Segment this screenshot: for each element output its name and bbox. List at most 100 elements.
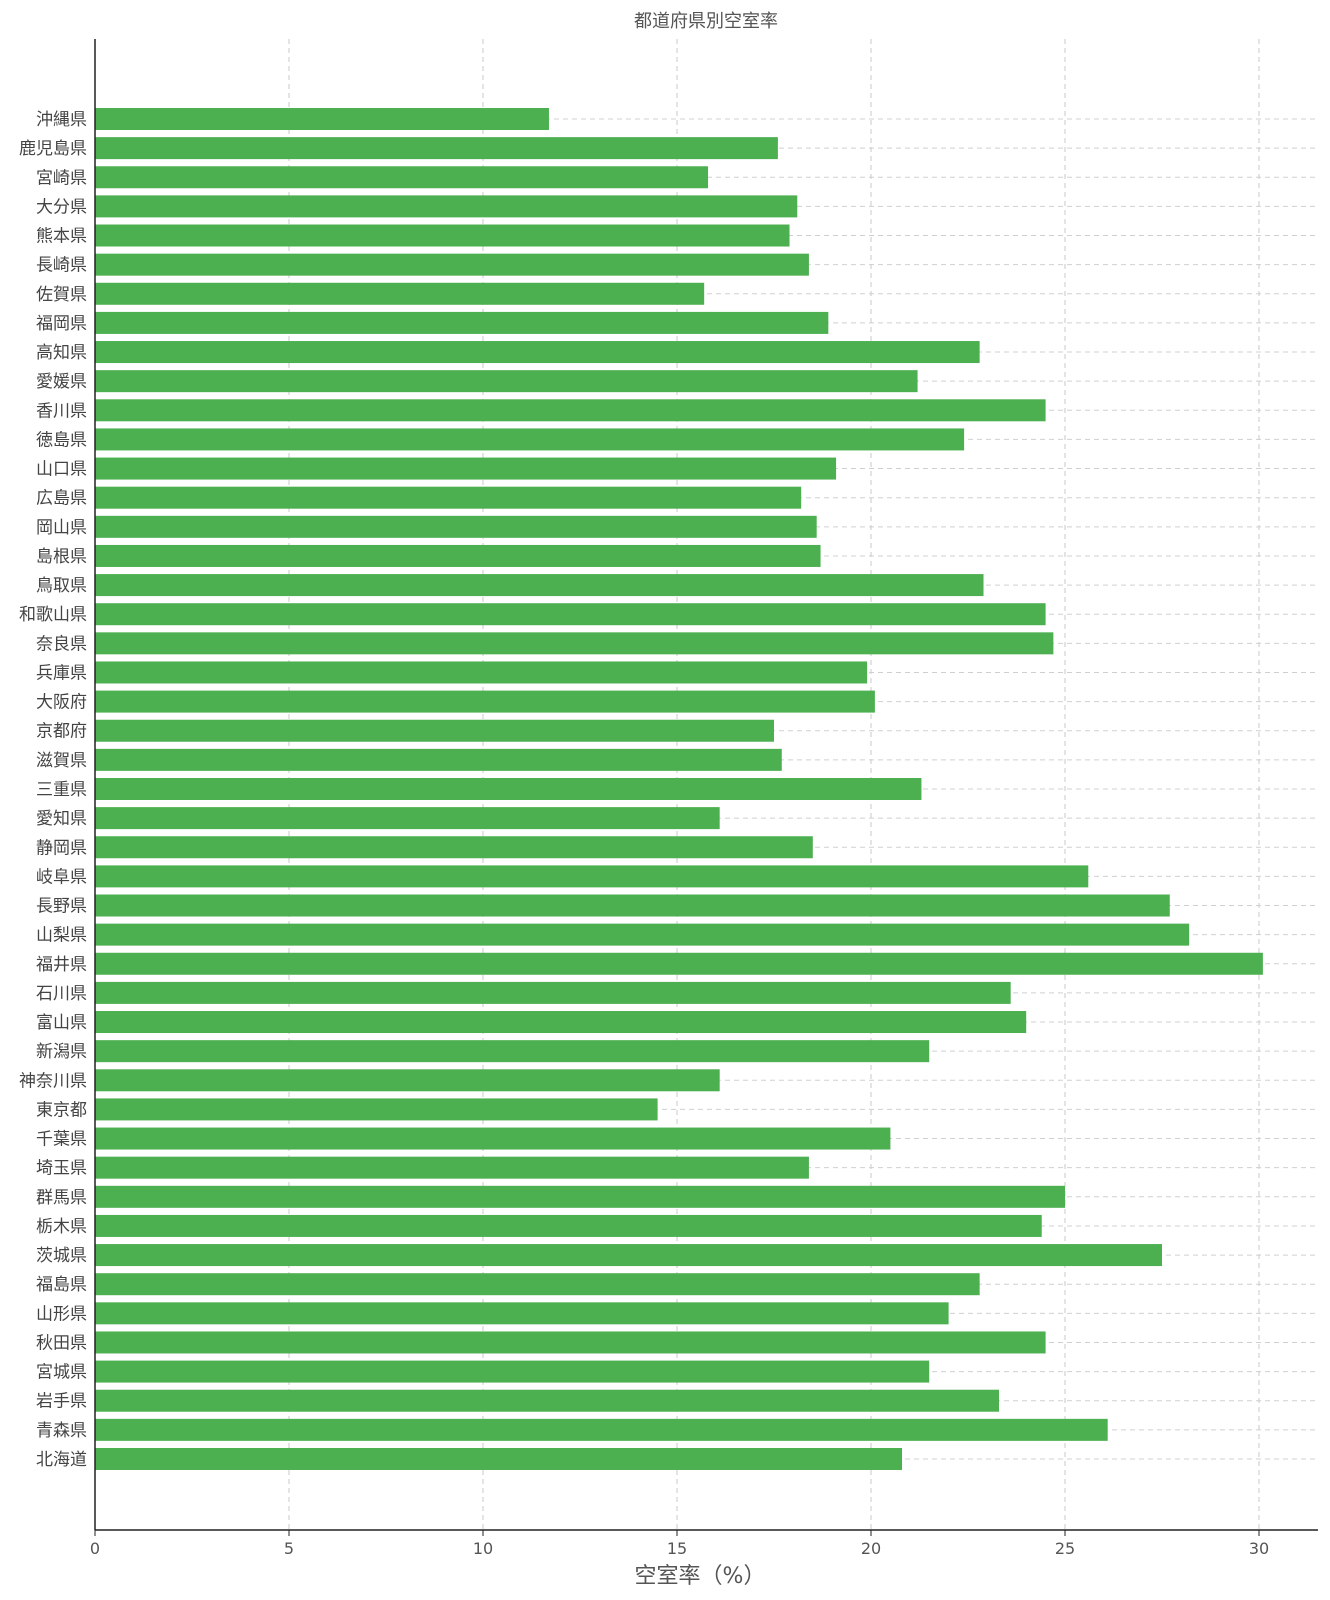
y-tick-label: 山梨県 (36, 926, 87, 946)
bar (95, 253, 809, 276)
y-tick-label: 福井県 (36, 955, 87, 975)
bar (95, 632, 1054, 655)
bar (95, 748, 782, 771)
bar (95, 486, 802, 509)
y-tick-label: 神奈川県 (19, 1071, 87, 1091)
x-tick-label: 30 (1249, 1539, 1269, 1558)
bar (95, 166, 709, 189)
y-tick-label: 栃木県 (36, 1217, 87, 1237)
bar (95, 515, 817, 538)
bar (95, 311, 829, 334)
bar (95, 894, 1170, 917)
x-axis-label: 空室率（%） (635, 1564, 766, 1589)
y-tick-label: 埼玉県 (36, 1159, 87, 1179)
y-tick-label: 山口県 (36, 460, 87, 480)
x-tick-label: 25 (1055, 1539, 1075, 1558)
x-axis-ticks: 0 5 10 15 20 25 30 (90, 1530, 1269, 1558)
y-tick-label: 岩手県 (36, 1392, 87, 1412)
bar (95, 399, 1046, 422)
y-tick-label: 三重県 (36, 780, 87, 800)
y-tick-label: 広島県 (36, 489, 87, 509)
bar (95, 1418, 1108, 1441)
y-tick-label: 群馬県 (36, 1188, 87, 1208)
bar (95, 952, 1263, 975)
bar (95, 1447, 903, 1470)
x-tick-label: 20 (861, 1539, 881, 1558)
y-tick-label: 鳥取県 (36, 576, 87, 596)
y-tick-label: 愛媛県 (36, 372, 87, 392)
y-tick-label: 青森県 (36, 1421, 87, 1441)
bar (95, 574, 984, 597)
y-tick-label: 島根県 (36, 547, 87, 567)
bar (95, 137, 778, 160)
y-tick-label: 茨城県 (36, 1246, 87, 1266)
bar (95, 1273, 980, 1296)
y-tick-label: 東京都 (36, 1100, 87, 1120)
y-tick-label: 香川県 (36, 401, 87, 421)
y-tick-label: 岐阜県 (36, 867, 87, 887)
y-tick-label: 高知県 (36, 343, 87, 363)
bar (95, 981, 1011, 1004)
bar (95, 690, 875, 713)
y-tick-label: 静岡県 (36, 838, 87, 858)
bar (95, 1098, 658, 1121)
y-tick-label: 佐賀県 (36, 285, 87, 305)
bar (95, 108, 549, 130)
y-tick-label: 愛知県 (36, 809, 87, 829)
bar (95, 1069, 720, 1092)
y-tick-label: 北海道 (36, 1450, 87, 1470)
bar (95, 457, 837, 480)
bar (95, 836, 813, 859)
bar (95, 719, 774, 742)
y-tick-label: 京都府 (36, 722, 87, 742)
bar (95, 282, 705, 305)
y-tick-label: 宮城県 (36, 1363, 87, 1383)
y-tick-label: 千葉県 (36, 1130, 87, 1150)
bar (95, 777, 922, 800)
bar (95, 370, 918, 393)
bar (95, 1214, 1042, 1237)
y-tick-label: 福島県 (36, 1275, 87, 1295)
bar (95, 865, 1089, 888)
y-tick-label: 富山県 (36, 1013, 87, 1033)
y-tick-label: 和歌山県 (19, 605, 87, 625)
bar (95, 1360, 930, 1383)
bar (95, 923, 1190, 946)
bar (95, 195, 798, 218)
y-tick-label: 新潟県 (36, 1042, 87, 1062)
bar (95, 807, 720, 830)
y-tick-label: 山形県 (36, 1304, 87, 1324)
bar (95, 603, 1046, 626)
y-tick-label: 岡山県 (36, 518, 87, 538)
bar (95, 661, 868, 684)
y-tick-label: 長野県 (36, 897, 87, 917)
bar (95, 1156, 809, 1179)
y-tick-label: 奈良県 (36, 634, 87, 654)
bar (95, 1302, 949, 1325)
bar (95, 1011, 1027, 1034)
bar (95, 1389, 1000, 1412)
bar (95, 341, 980, 364)
bar (95, 1331, 1046, 1354)
y-axis-labels: 沖縄県鹿児島県宮崎県大分県熊本県長崎県佐賀県福岡県高知県愛媛県香川県徳島県山口県… (19, 110, 87, 1470)
y-tick-label: 福岡県 (36, 314, 87, 334)
y-tick-label: 熊本県 (36, 227, 87, 247)
y-tick-label: 秋田県 (36, 1333, 87, 1353)
y-tick-label: 沖縄県 (36, 110, 87, 130)
bar (95, 1040, 930, 1063)
chart-title: 都道府県別空室率 (634, 11, 778, 32)
bar (95, 1185, 1065, 1208)
y-tick-label: 宮崎県 (36, 168, 87, 188)
y-tick-label: 徳島県 (36, 430, 87, 450)
x-tick-label: 15 (667, 1539, 687, 1558)
bar (95, 544, 821, 567)
x-tick-label: 10 (473, 1539, 493, 1558)
y-tick-label: 滋賀県 (36, 751, 87, 771)
y-tick-label: 大阪府 (36, 693, 87, 713)
x-tick-label: 0 (90, 1539, 100, 1558)
y-tick-label: 兵庫県 (36, 663, 87, 683)
y-tick-label: 大分県 (36, 197, 87, 217)
bar (95, 428, 965, 451)
bar (95, 1127, 891, 1150)
